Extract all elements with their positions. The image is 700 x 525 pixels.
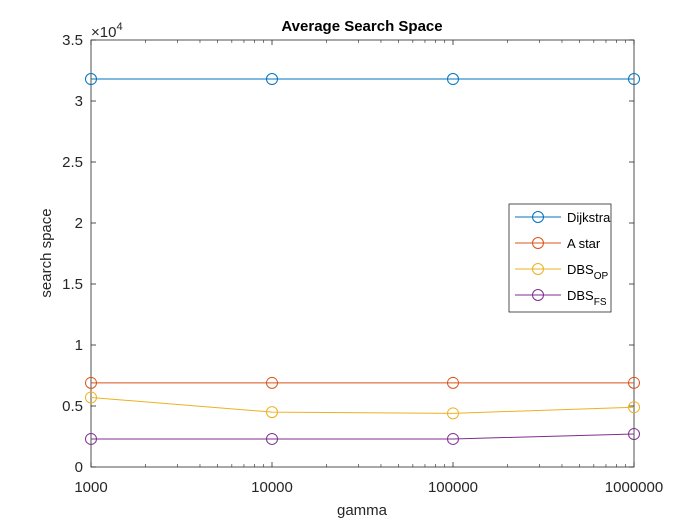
x-tick-label: 100000 xyxy=(428,479,478,496)
series-line xyxy=(90,396,635,414)
legend-entry-main: Dijkstra xyxy=(567,210,611,225)
y-exponent-power: 4 xyxy=(116,21,122,33)
data-point xyxy=(266,73,278,86)
x-tick-label: 1000000 xyxy=(605,479,663,496)
y-tick-label: 1 xyxy=(75,337,83,354)
data-point xyxy=(266,376,278,389)
data-point xyxy=(266,406,278,419)
legend-entry-main: A star xyxy=(567,236,601,251)
data-point xyxy=(85,391,97,404)
legend-entry-subscript: OP xyxy=(594,271,609,282)
legend-marker xyxy=(532,237,544,249)
data-point xyxy=(628,401,640,414)
data-point xyxy=(628,428,640,441)
y-tick-label: 2 xyxy=(75,215,83,232)
y-tick-label: 2.5 xyxy=(62,154,83,171)
data-point xyxy=(85,73,97,86)
y-exponent-base: ×10 xyxy=(91,24,116,41)
y-axis-exponent: ×104 xyxy=(91,21,123,41)
legend-entry: DBSFS xyxy=(567,288,607,308)
legend-entry-main: DBS xyxy=(567,262,594,277)
data-point xyxy=(447,432,459,445)
legend-entry: A star xyxy=(567,236,601,251)
legend-marker xyxy=(532,211,544,223)
series-line xyxy=(91,433,635,440)
data-point xyxy=(447,73,459,86)
legend-entry-subscript: FS xyxy=(594,297,607,308)
legend-box xyxy=(508,203,612,313)
legend-marker xyxy=(532,263,544,275)
y-tick-label: 3 xyxy=(75,93,83,110)
data-point xyxy=(85,432,97,445)
chart-title: Average Search Space xyxy=(281,18,442,35)
y-tick-label: 0.5 xyxy=(62,398,83,415)
data-point xyxy=(447,376,459,389)
legend-entry-main: DBS xyxy=(567,288,594,303)
x-axis-label: gamma xyxy=(337,502,388,519)
data-point xyxy=(447,407,459,420)
legend-entry: Dijkstra xyxy=(567,210,611,225)
legend-entry: DBSOP xyxy=(567,262,609,282)
data-point xyxy=(266,432,278,445)
data-point xyxy=(628,73,640,86)
plot-area: 0 0.5 1 1.5 2 2.5 3 3.5 1000 10000 100000 1000000 Di… xyxy=(62,32,663,496)
data-point xyxy=(85,376,97,389)
x-tick-label: 1000 xyxy=(74,479,107,496)
y-tick-label: 0 xyxy=(75,459,83,476)
y-tick-label: 3.5 xyxy=(62,32,83,49)
legend-marker xyxy=(532,289,544,301)
y-tick-label: 1.5 xyxy=(62,276,83,293)
x-tick-label: 10000 xyxy=(251,479,293,496)
data-point xyxy=(628,376,640,389)
y-axis-label: search space xyxy=(38,208,55,297)
